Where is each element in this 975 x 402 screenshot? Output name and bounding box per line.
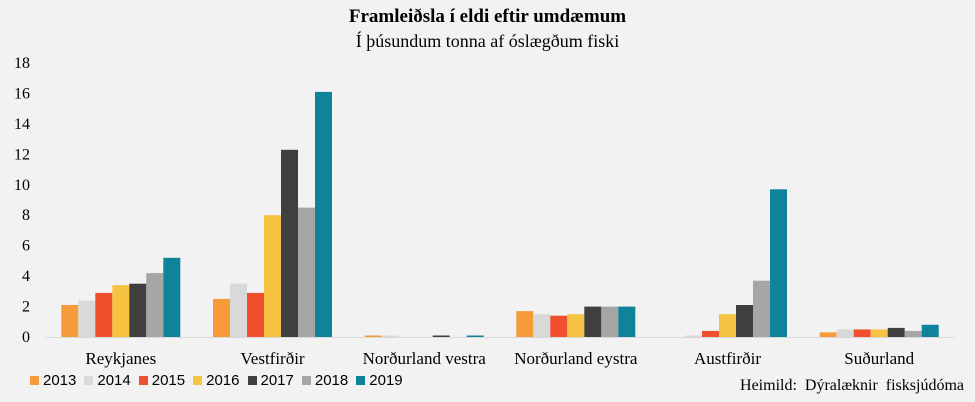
- bar-2016-5: [870, 329, 888, 337]
- bar-2017-5: [887, 327, 905, 337]
- legend-item-2014: 2014: [84, 372, 131, 389]
- bar-2015-3: [550, 315, 568, 337]
- bar-2017-1: [281, 149, 298, 337]
- legend-swatch: [138, 376, 148, 385]
- bar-2019-5: [921, 324, 939, 337]
- bar-2019-4: [770, 189, 787, 337]
- chart-subtitle: Í þúsundum tonna af óslægðum fiski: [355, 31, 620, 51]
- x-category-label: Norðurland eystra: [514, 349, 638, 368]
- bar-2015-1: [247, 292, 264, 337]
- y-tick-label: 12: [14, 146, 30, 163]
- legend-label: 2014: [97, 372, 131, 389]
- legend: 2013 2014 2015 2016 2017 2018 2019: [30, 372, 411, 389]
- legend-item-2015: 2015: [138, 372, 186, 389]
- legend-swatch: [356, 376, 366, 385]
- bar-2019-3: [618, 306, 636, 337]
- bar-2019-2: [466, 335, 484, 337]
- y-tick-label: 6: [22, 238, 30, 255]
- y-tick-label: 2: [22, 299, 30, 316]
- bar-2017-2: [432, 335, 450, 337]
- legend-swatch: [30, 376, 39, 385]
- y-tick-label: 4: [22, 268, 30, 285]
- bar-2017-0: [129, 283, 147, 337]
- y-tick-label: 16: [14, 85, 30, 102]
- x-category-label: Norðurland vestra: [363, 349, 487, 368]
- legend-label: 2015: [151, 372, 186, 389]
- legend-swatch: [301, 376, 311, 385]
- legend-item-2019: 2019: [356, 372, 403, 389]
- bar-2015-5: [853, 329, 871, 337]
- legend-label: 2016: [206, 372, 240, 389]
- bar-2018-4: [753, 280, 770, 337]
- bar-2014-0: [78, 300, 96, 337]
- source-note: Heimild: Dýralæknir fisksjúdóma: [740, 377, 964, 394]
- x-category-label: Vestfirðir: [240, 349, 305, 368]
- y-tick-label: 14: [14, 116, 30, 133]
- legend-item-2018: 2018: [301, 372, 349, 389]
- bar-2014-3: [533, 314, 551, 337]
- bar-2014-2: [381, 335, 399, 337]
- bar-2016-4: [719, 314, 736, 337]
- legend-label: 2019: [369, 372, 403, 389]
- legend-item-2017: 2017: [247, 372, 294, 389]
- legend-swatch: [84, 376, 94, 385]
- legend-item-2013: 2013: [30, 372, 76, 389]
- bar-2016-0: [112, 285, 130, 337]
- bar-2019-1: [315, 91, 332, 338]
- bar-2018-0: [146, 273, 164, 337]
- bar-2014-1: [230, 283, 247, 337]
- bar-2018-3: [601, 306, 619, 337]
- y-tick-label: 10: [14, 177, 30, 194]
- x-category-label: Austfirðir: [694, 349, 761, 368]
- y-tick-label: 8: [22, 207, 30, 224]
- bar-2013-1: [213, 298, 230, 337]
- chart-title: Framleiðsla í eldi eftir umdæmum: [348, 6, 627, 27]
- bar-2016-1: [264, 215, 281, 337]
- legend-label: 2013: [43, 372, 77, 389]
- legend-swatch: [247, 376, 257, 385]
- x-category-label: Reykjanes: [85, 349, 156, 368]
- bar-2014-4: [685, 335, 702, 337]
- bar-2016-3: [567, 314, 585, 337]
- bar-2019-0: [163, 257, 181, 337]
- y-tick-label: 18: [14, 55, 30, 72]
- bar-2013-3: [516, 311, 534, 337]
- bar-2015-0: [95, 292, 113, 337]
- bar-2015-4: [702, 330, 719, 337]
- bar-2013-2: [364, 335, 382, 337]
- x-category-label: Suðurland: [844, 349, 914, 368]
- bar-2017-4: [736, 305, 753, 337]
- y-tick-label: 0: [22, 329, 30, 346]
- legend-swatch: [193, 376, 203, 385]
- bar-2018-1: [298, 207, 315, 337]
- bar-2017-3: [584, 306, 602, 337]
- bar-2013-5: [819, 332, 837, 337]
- bar-2014-5: [836, 329, 854, 337]
- legend-item-2016: 2016: [193, 372, 240, 389]
- bar-2013-0: [61, 305, 79, 337]
- bar-2018-5: [904, 330, 922, 337]
- legend-label: 2018: [314, 372, 349, 389]
- legend-label: 2017: [260, 372, 294, 389]
